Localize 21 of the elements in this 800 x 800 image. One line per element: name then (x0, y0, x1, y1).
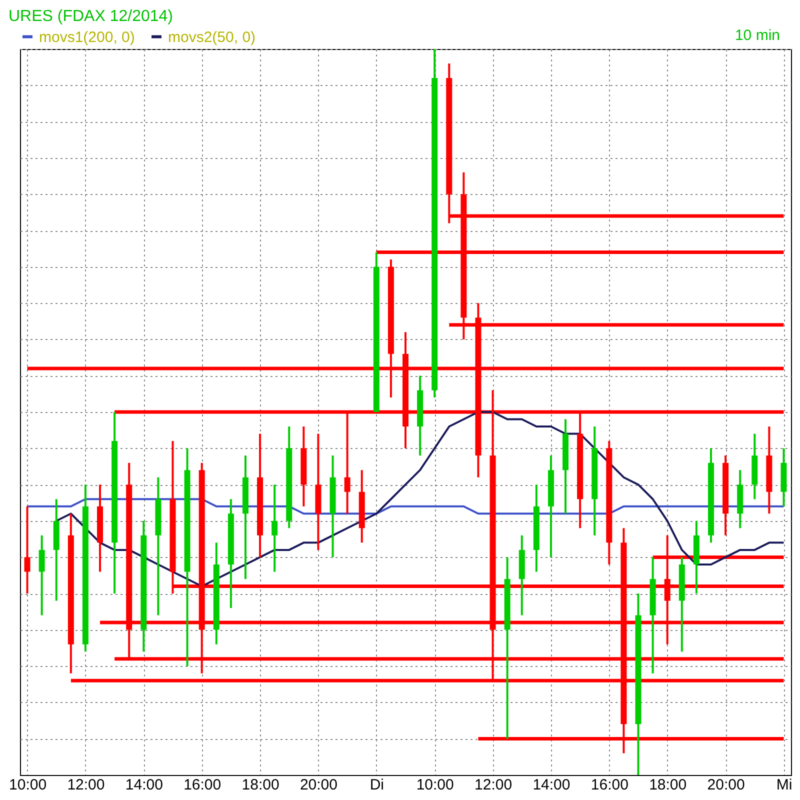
x-tick-label: 12:00 (474, 776, 512, 794)
candlestick (24, 505, 30, 594)
x-tick-label: 14:00 (532, 776, 570, 794)
legend-label: movs1(200, 0) (39, 28, 135, 46)
x-tick-label: 10:00 (9, 776, 47, 794)
x-tick-label: 10:00 (416, 776, 454, 794)
x-tick-label: 14:00 (125, 776, 163, 794)
x-tick-label: 18:00 (649, 776, 687, 794)
x-tick-label: 16:00 (184, 776, 222, 794)
x-tick-label: 18:00 (242, 776, 280, 794)
legend-label: movs2(50, 0) (168, 28, 256, 46)
candlestick (38, 534, 45, 616)
chart-title: URES (FDAX 12/2014) (8, 8, 174, 25)
x-tick-label: 12:00 (67, 776, 105, 794)
x-tick-label: Di (370, 776, 384, 794)
x-tick-label: Mi (776, 776, 792, 794)
x-tick-label: 20:00 (300, 776, 338, 794)
x-tick-label: 20:00 (707, 776, 745, 794)
candlestick (272, 484, 278, 573)
text: 10 min (734, 27, 780, 44)
x-tick-label: 16:00 (590, 776, 628, 794)
